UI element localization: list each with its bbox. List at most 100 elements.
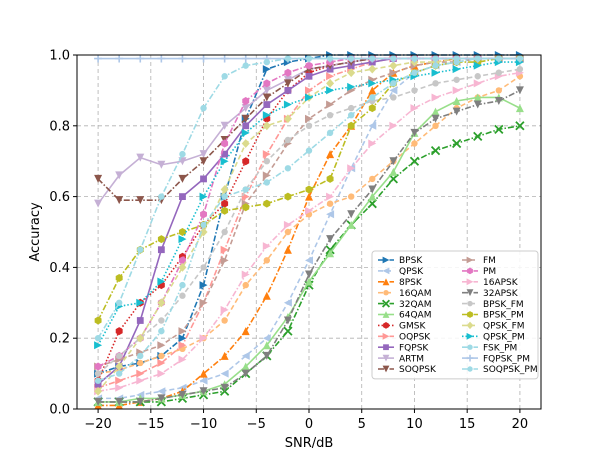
data-point-soqpsk-pm	[284, 55, 292, 62]
data-point-qpsk-pm	[199, 192, 208, 201]
legend-entry-32apsk: 32APSK	[462, 289, 519, 299]
data-point-qpsk-fm	[389, 61, 398, 71]
data-point-fqpsk	[200, 175, 207, 183]
legend-entry-16apsk: 16APSK	[462, 278, 519, 288]
data-point-bpsk	[262, 65, 271, 74]
data-point-bpsk-fm	[390, 94, 397, 101]
data-point-qpsk-pm	[262, 111, 271, 120]
y-tick-label: 0.4	[49, 261, 70, 276]
legend-label: FQPSK_PM	[483, 354, 530, 364]
data-point-16apsk	[157, 369, 166, 378]
data-point-fsk-pm	[369, 94, 376, 101]
data-point-32apsk	[326, 235, 335, 244]
data-point-64qam	[262, 341, 271, 350]
legend-marker-icon	[467, 267, 473, 275]
data-point-fsk-pm	[200, 221, 207, 229]
data-point-artm	[157, 160, 166, 169]
data-point-16apsk	[283, 220, 292, 229]
legend-entry-fqpsk: FQPSK	[378, 343, 429, 353]
data-point-16qam	[137, 359, 144, 367]
series-line-fsk-pm	[97, 57, 520, 382]
data-point-32qam	[430, 145, 441, 156]
data-point-qpsk	[262, 334, 271, 343]
data-point-soqpsk-pm	[390, 55, 397, 62]
data-point-soqpsk-pm	[411, 55, 418, 62]
legend-label: ARTM	[399, 354, 424, 364]
data-point-oqpsk	[178, 341, 187, 350]
data-point-pm	[305, 61, 313, 70]
x-tick-label: 10	[406, 417, 423, 432]
legend-entry-32qam: 32QAM	[378, 299, 431, 310]
legend-marker-icon	[467, 300, 473, 307]
legend-marker-icon	[466, 321, 474, 330]
y-axis: 0.0 0.2 0.4 0.6 0.8 1.0	[49, 49, 77, 418]
y-tick-label: 0.0	[49, 403, 70, 418]
data-point-bpsk-pm	[263, 199, 271, 208]
data-point-bpsk-fm	[263, 158, 271, 165]
data-point-16apsk	[431, 93, 440, 102]
data-point-32apsk	[283, 316, 292, 325]
data-point-pm	[263, 79, 271, 88]
data-point-qpsk-fm	[347, 68, 356, 78]
data-point-16apsk	[347, 164, 356, 173]
legend-marker-icon	[466, 256, 474, 264]
data-point-qpsk-pm	[136, 298, 145, 307]
data-point-fqpsk-pm	[157, 54, 166, 63]
data-point-fsk-pm	[115, 370, 123, 377]
data-point-fm	[220, 256, 229, 265]
legend-entry-8psk: 8PSK	[378, 278, 423, 288]
legend-entry-gmsk: GMSK	[378, 322, 426, 332]
data-point-8psk	[199, 369, 208, 378]
data-point-16apsk	[220, 305, 229, 314]
data-point-64qam	[347, 220, 356, 229]
data-point-32apsk	[157, 394, 166, 403]
x-tick-label: 0	[305, 417, 313, 432]
data-point-16apsk	[115, 383, 124, 392]
data-point-16qam	[411, 140, 418, 147]
data-point-qpsk-fm	[368, 64, 377, 74]
data-point-32apsk	[368, 185, 377, 194]
data-point-fqpsk	[305, 72, 313, 80]
data-point-16qam	[369, 175, 376, 183]
data-point-qpsk-fm	[178, 263, 187, 272]
data-point-qpsk-fm	[157, 298, 166, 308]
data-point-fqpsk-pm	[241, 54, 250, 63]
data-point-64qam	[473, 93, 482, 102]
data-point-16apsk	[262, 242, 271, 251]
data-point-fqpsk	[157, 246, 165, 254]
data-point-qpsk	[326, 210, 335, 219]
data-point-bpsk-fm	[200, 264, 207, 271]
data-point-16qam	[242, 281, 249, 289]
legend-label: FM	[483, 256, 496, 266]
data-point-qpsk-fm	[283, 114, 292, 124]
data-point-qpsk-pm	[241, 128, 250, 137]
data-point-bpsk-fm	[284, 136, 292, 144]
data-point-bpsk-fm	[453, 76, 460, 83]
data-point-qpsk-pm	[305, 93, 313, 102]
legend-entry-bpsk-fm: BPSK_FM	[462, 300, 524, 310]
data-point-fsk-pm	[137, 352, 144, 360]
data-point-64qam	[241, 362, 250, 371]
legend-marker-icon	[383, 344, 389, 351]
data-point-soqpsk-pm	[326, 55, 334, 62]
data-point-32apsk	[389, 157, 398, 166]
data-point-16qam	[284, 228, 292, 236]
data-point-pm	[94, 362, 102, 371]
data-point-bpsk-fm	[158, 317, 165, 324]
data-point-soqpsk-pm	[94, 335, 102, 342]
legend-label: 32QAM	[399, 300, 431, 310]
data-point-32apsk	[115, 397, 124, 406]
x-tick-label: 20	[512, 417, 529, 432]
data-point-32apsk	[136, 397, 145, 406]
legend-entry-qpsk-fm: QPSK_FM	[462, 322, 525, 332]
data-point-fsk-pm	[284, 165, 292, 172]
data-point-16apsk	[305, 206, 313, 215]
data-point-qpsk-pm	[431, 68, 440, 77]
data-point-soqpsk-pm	[263, 58, 271, 66]
data-point-fqpsk-pm	[178, 54, 187, 63]
data-point-artm	[199, 150, 208, 159]
y-tick-label: 0.6	[49, 190, 70, 205]
data-point-soqpsk-pm	[516, 55, 524, 62]
data-point-qpsk	[368, 121, 377, 130]
data-point-64qam	[305, 277, 313, 286]
